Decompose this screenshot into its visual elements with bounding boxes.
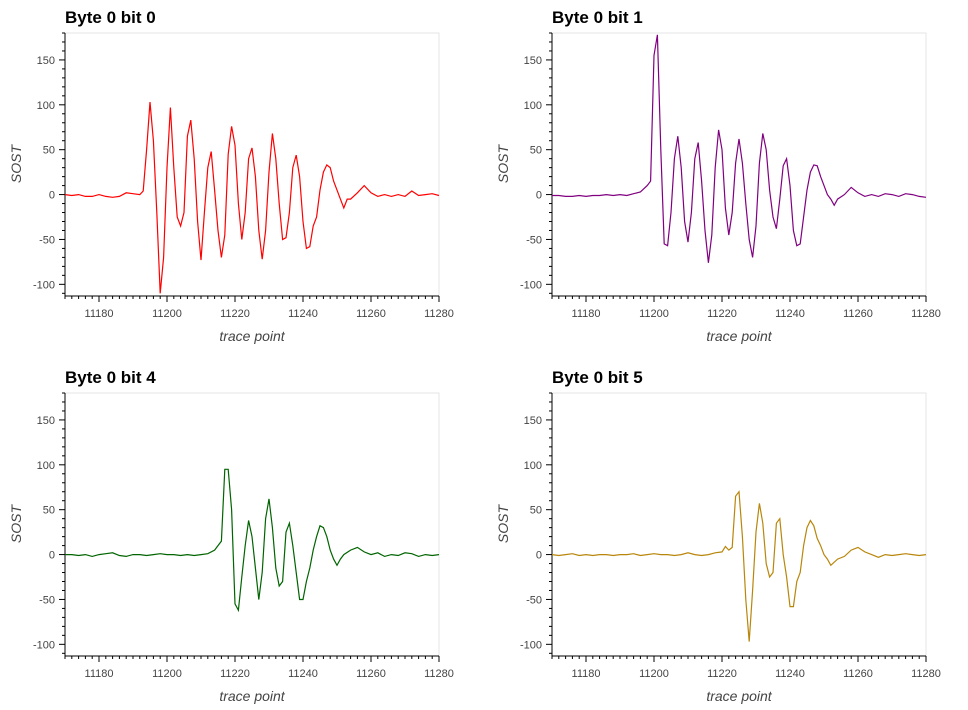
y-tick-label: 150 (524, 415, 542, 427)
y-tick-label: 100 (524, 460, 542, 472)
y-tick-label: -50 (526, 234, 542, 246)
x-tick-label: 11240 (775, 668, 805, 680)
x-axis-label: trace point (219, 688, 285, 704)
y-tick-label: 0 (49, 190, 55, 202)
x-tick-label: 11280 (911, 308, 941, 320)
x-tick-label: 11200 (639, 308, 669, 320)
chart-panel-byte0-bit1: Byte 0 bit 1 trace point SOST 11180 11200… (495, 8, 941, 344)
chart-title: Byte 0 bit 1 (552, 8, 643, 27)
y-tick-label: 150 (37, 415, 55, 427)
y-tick-label: 50 (530, 505, 542, 517)
y-tick-label: 50 (43, 505, 55, 517)
y-tick-label: 0 (536, 190, 542, 202)
chart-panel-byte0-bit5: Byte 0 bit 5 trace point SOST 11180 11200… (495, 368, 941, 704)
y-axis-label: SOST (8, 143, 24, 183)
y-tick-label: -50 (39, 594, 55, 606)
axis-ticks: 11180 11200 11220 11240 11260 11280 -100 -50 0 50… (520, 32, 941, 320)
x-tick-label: 11200 (152, 308, 182, 320)
plot-area (64, 392, 440, 657)
y-tick-label: 0 (49, 550, 55, 562)
y-tick-label: -100 (520, 639, 542, 651)
x-tick-label: 11220 (220, 308, 250, 320)
x-tick-label: 11180 (572, 668, 601, 680)
x-tick-label: 11220 (220, 668, 250, 680)
x-axis-label: trace point (706, 328, 772, 344)
chart-panel-byte0-bit0: Byte 0 bit 0 trace point SOST 11180 11200… (8, 8, 454, 344)
y-tick-label: 0 (536, 550, 542, 562)
chart-title: Byte 0 bit 4 (65, 368, 156, 387)
y-tick-label: 150 (37, 55, 55, 67)
y-tick-label: -50 (39, 234, 55, 246)
x-tick-label: 11240 (775, 308, 805, 320)
x-tick-label: 11260 (356, 308, 386, 320)
series-line (551, 490, 927, 642)
chart-title: Byte 0 bit 0 (65, 8, 156, 27)
y-axis-label: SOST (495, 503, 511, 543)
x-axis-label: trace point (706, 688, 772, 704)
x-tick-label: 11260 (843, 308, 873, 320)
y-tick-label: -50 (526, 594, 542, 606)
axis-ticks: 11180 11200 11220 11240 11260 11280 -100 -50 0 50… (520, 392, 941, 680)
x-tick-label: 11280 (424, 308, 454, 320)
x-tick-label: 11180 (85, 308, 114, 320)
plot-area (551, 392, 927, 657)
y-tick-label: 50 (43, 145, 55, 157)
y-axis-label: SOST (8, 503, 24, 543)
series-line (65, 468, 440, 613)
y-tick-label: 100 (524, 100, 542, 112)
x-tick-label: 11220 (707, 668, 737, 680)
series-line (552, 34, 927, 263)
x-tick-label: 11200 (152, 668, 182, 680)
y-axis-label: SOST (495, 143, 511, 183)
y-tick-label: 150 (524, 55, 542, 67)
y-tick-label: -100 (33, 639, 55, 651)
plot-area (64, 32, 440, 297)
x-tick-label: 11240 (288, 308, 318, 320)
x-tick-label: 11280 (911, 668, 941, 680)
y-tick-label: -100 (33, 279, 55, 291)
chart-panel-byte0-bit4: Byte 0 bit 4 trace point SOST 11180 11200… (8, 368, 454, 704)
x-tick-label: 11180 (572, 308, 601, 320)
y-tick-label: 100 (37, 100, 55, 112)
axis-ticks: 11180 11200 11220 11240 11260 11280 -100 -50 0 50… (33, 392, 454, 680)
plot-area (551, 32, 927, 297)
x-tick-label: 11180 (85, 668, 114, 680)
x-tick-label: 11240 (288, 668, 318, 680)
x-tick-label: 11260 (356, 668, 386, 680)
x-tick-label: 11280 (424, 668, 454, 680)
x-axis-label: trace point (219, 328, 285, 344)
y-tick-label: 50 (530, 145, 542, 157)
x-tick-label: 11260 (843, 668, 873, 680)
axis-ticks: 11180 11200 11220 11240 11260 11280 -100 -50 0 50… (33, 32, 454, 320)
y-tick-label: -100 (520, 279, 542, 291)
x-tick-label: 11200 (639, 668, 669, 680)
chart-title: Byte 0 bit 5 (552, 368, 643, 387)
y-tick-label: 100 (37, 460, 55, 472)
series-line (64, 102, 440, 294)
x-tick-label: 11220 (707, 308, 737, 320)
